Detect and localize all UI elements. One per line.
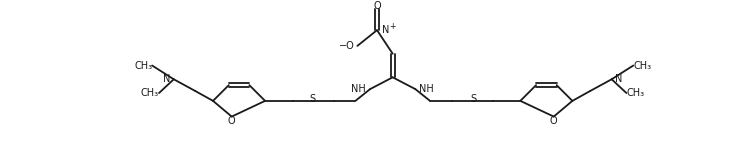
Text: CH₃: CH₃ — [141, 88, 159, 98]
Text: N: N — [164, 74, 171, 84]
Text: O: O — [550, 115, 557, 126]
Text: O: O — [373, 1, 381, 11]
Text: N: N — [615, 74, 622, 84]
Text: +: + — [389, 22, 395, 31]
Text: CH₃: CH₃ — [627, 88, 645, 98]
Text: CH₃: CH₃ — [633, 61, 651, 71]
Text: S: S — [470, 94, 477, 104]
Text: S: S — [309, 94, 315, 104]
Text: −O: −O — [339, 41, 354, 51]
Text: CH₃: CH₃ — [134, 61, 152, 71]
Text: O: O — [228, 115, 235, 126]
Text: NH: NH — [351, 84, 366, 94]
Text: NH: NH — [419, 84, 434, 94]
Text: N: N — [382, 25, 389, 35]
